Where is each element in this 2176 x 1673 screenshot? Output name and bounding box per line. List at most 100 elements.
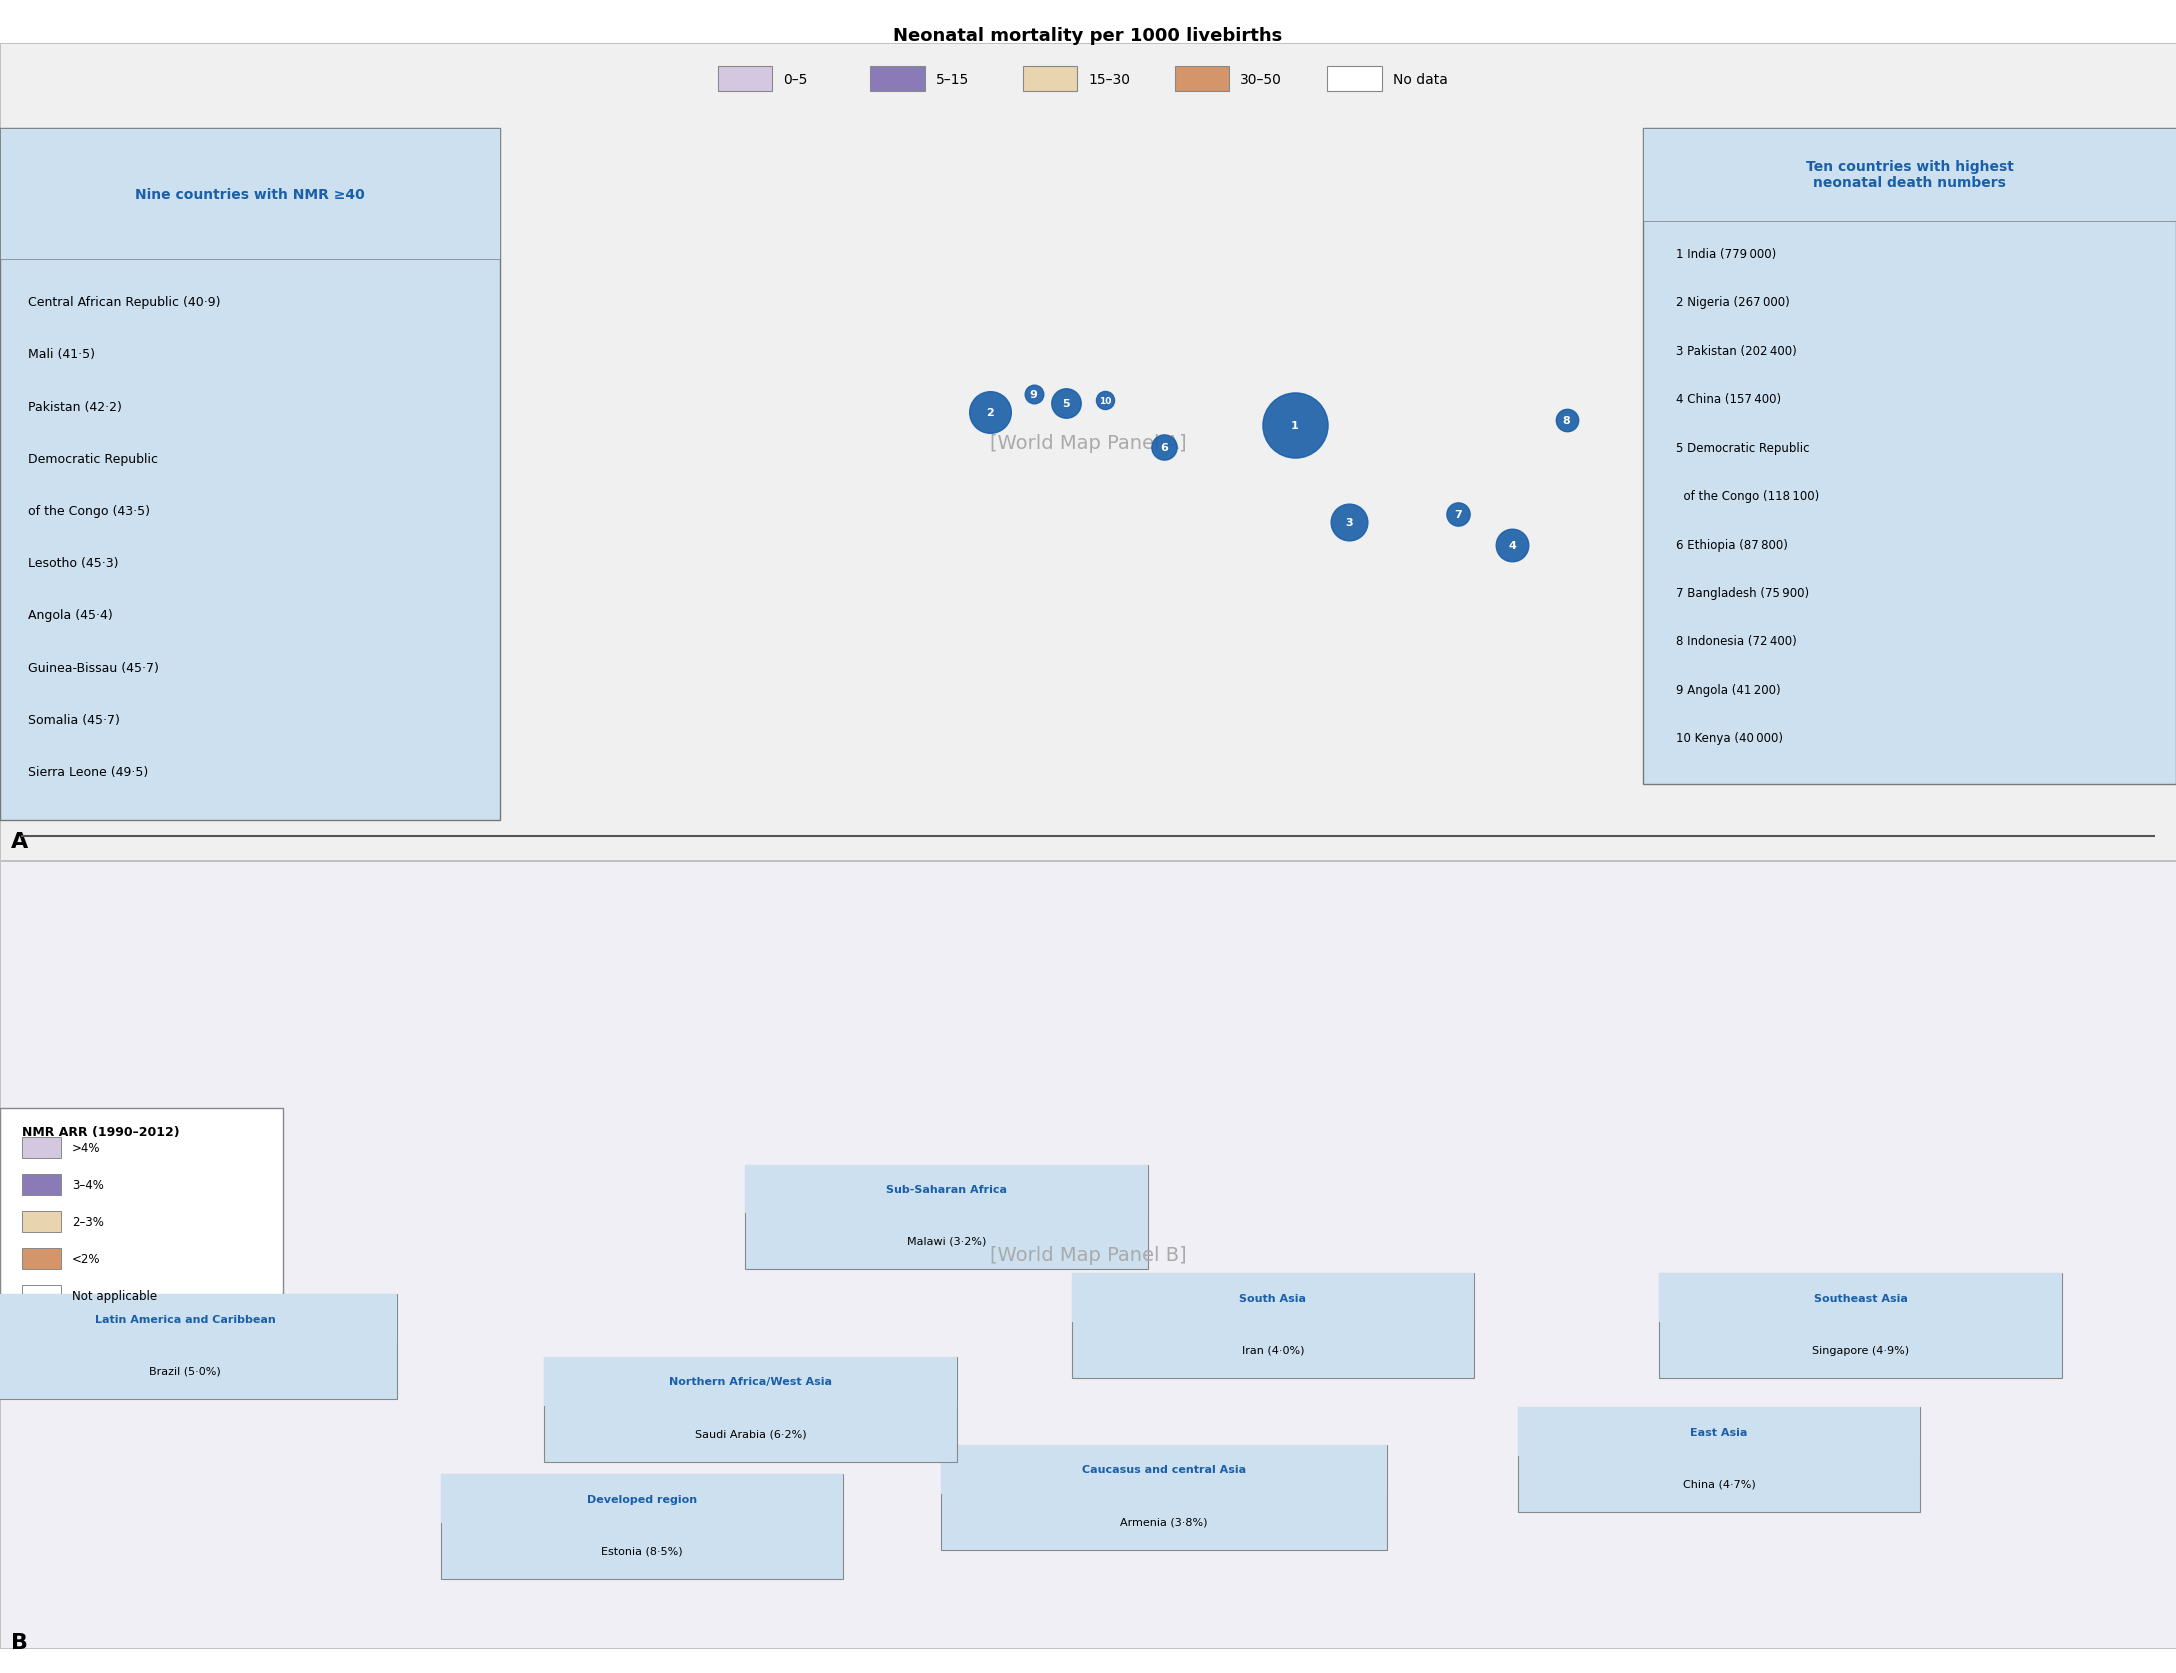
FancyBboxPatch shape: [870, 67, 925, 92]
Text: Nine countries with NMR ≥40: Nine countries with NMR ≥40: [135, 187, 366, 201]
Text: 6 Ethiopia (87 800): 6 Ethiopia (87 800): [1676, 539, 1786, 550]
Text: 30–50: 30–50: [1240, 74, 1282, 87]
Text: 3: 3: [1345, 519, 1353, 529]
FancyBboxPatch shape: [1519, 1407, 1921, 1456]
Text: B: B: [11, 1633, 28, 1653]
Text: Caucasus and central Asia: Caucasus and central Asia: [1081, 1464, 1247, 1474]
Text: 6: 6: [1160, 443, 1169, 453]
Text: Somalia (45·7): Somalia (45·7): [28, 713, 120, 726]
Text: Developed region: Developed region: [588, 1494, 696, 1504]
Point: [1147, 435, 1182, 462]
FancyBboxPatch shape: [1023, 67, 1077, 92]
Text: Angola (45·4): Angola (45·4): [28, 609, 113, 622]
Text: 4 China (157 400): 4 China (157 400): [1676, 393, 1780, 407]
FancyBboxPatch shape: [0, 129, 500, 261]
Text: Armenia (3·8%): Armenia (3·8%): [1121, 1516, 1208, 1526]
Text: Northern Africa/West Asia: Northern Africa/West Asia: [670, 1377, 831, 1387]
FancyBboxPatch shape: [940, 1445, 1388, 1549]
FancyBboxPatch shape: [1658, 1273, 2063, 1379]
FancyBboxPatch shape: [0, 1295, 398, 1343]
Text: Democratic Republic: Democratic Republic: [28, 452, 159, 465]
Point: [1441, 500, 1475, 527]
Text: Neonatal mortality per 1000 livebirths: Neonatal mortality per 1000 livebirths: [894, 27, 1282, 45]
Point: [1088, 388, 1123, 415]
Text: Mali (41·5): Mali (41·5): [28, 348, 96, 361]
FancyBboxPatch shape: [1643, 129, 2176, 221]
Text: 10: 10: [1099, 397, 1112, 405]
Text: 1 India (779 000): 1 India (779 000): [1676, 248, 1776, 261]
FancyBboxPatch shape: [1643, 129, 2176, 785]
Text: 5 Democratic Republic: 5 Democratic Republic: [1676, 442, 1808, 455]
FancyBboxPatch shape: [0, 129, 500, 820]
Text: 9 Angola (41 200): 9 Angola (41 200): [1676, 684, 1780, 696]
FancyBboxPatch shape: [0, 1295, 398, 1399]
Text: A: A: [11, 831, 28, 852]
Point: [1049, 390, 1084, 417]
FancyBboxPatch shape: [0, 1109, 283, 1352]
Text: [World Map Panel A]: [World Map Panel A]: [990, 433, 1186, 453]
Text: Brazil (5·0%): Brazil (5·0%): [150, 1365, 220, 1375]
Point: [1277, 412, 1312, 438]
Text: Singapore (4·9%): Singapore (4·9%): [1813, 1345, 1908, 1355]
Text: 5–15: 5–15: [936, 74, 968, 87]
FancyBboxPatch shape: [1658, 1273, 2063, 1322]
Text: Sub-Saharan Africa: Sub-Saharan Africa: [886, 1184, 1007, 1195]
FancyBboxPatch shape: [1071, 1273, 1475, 1322]
Text: Sierra Leone (49·5): Sierra Leone (49·5): [28, 766, 148, 778]
FancyBboxPatch shape: [22, 1174, 61, 1195]
Text: 2: 2: [986, 407, 994, 417]
FancyBboxPatch shape: [22, 1138, 61, 1159]
FancyBboxPatch shape: [1071, 1273, 1475, 1379]
Point: [1495, 532, 1530, 559]
Text: NMR ARR (1990–2012): NMR ARR (1990–2012): [22, 1126, 178, 1138]
FancyBboxPatch shape: [744, 1164, 1149, 1270]
Text: 10 Kenya (40 000): 10 Kenya (40 000): [1676, 731, 1782, 744]
FancyBboxPatch shape: [1519, 1407, 1921, 1512]
Text: 3–4%: 3–4%: [72, 1178, 104, 1191]
Text: 2–3%: 2–3%: [72, 1215, 104, 1228]
FancyBboxPatch shape: [1327, 67, 1382, 92]
Text: Southeast Asia: Southeast Asia: [1813, 1293, 1908, 1303]
Text: 2 Nigeria (267 000): 2 Nigeria (267 000): [1676, 296, 1789, 310]
FancyBboxPatch shape: [940, 1445, 1388, 1494]
Text: Latin America and Caribbean: Latin America and Caribbean: [94, 1313, 276, 1323]
Text: of the Congo (43·5): of the Congo (43·5): [28, 505, 150, 517]
FancyBboxPatch shape: [718, 67, 772, 92]
Point: [973, 398, 1007, 425]
Text: <2%: <2%: [72, 1251, 100, 1265]
Text: No data: No data: [1393, 74, 1447, 87]
Text: Iran (4·0%): Iran (4·0%): [1242, 1345, 1303, 1355]
Text: >4%: >4%: [72, 1141, 100, 1154]
Text: South Asia: South Asia: [1240, 1293, 1306, 1303]
Point: [1016, 381, 1051, 408]
FancyBboxPatch shape: [22, 1285, 61, 1305]
Text: 15–30: 15–30: [1088, 74, 1129, 87]
Text: of the Congo (118 100): of the Congo (118 100): [1676, 490, 1819, 504]
Text: 3 Pakistan (202 400): 3 Pakistan (202 400): [1676, 345, 1795, 358]
Text: Pakistan (42·2): Pakistan (42·2): [28, 400, 122, 413]
FancyBboxPatch shape: [22, 1211, 61, 1231]
Text: 0–5: 0–5: [783, 74, 807, 87]
Text: East Asia: East Asia: [1691, 1427, 1747, 1437]
FancyBboxPatch shape: [1175, 67, 1229, 92]
FancyBboxPatch shape: [440, 1474, 842, 1579]
Text: Malawi (3·2%): Malawi (3·2%): [907, 1236, 986, 1246]
Text: 8: 8: [1562, 417, 1571, 427]
Text: 7 Bangladesh (75 900): 7 Bangladesh (75 900): [1676, 587, 1808, 599]
Text: 9: 9: [1029, 390, 1038, 400]
Text: 8 Indonesia (72 400): 8 Indonesia (72 400): [1676, 636, 1795, 647]
Text: Saudi Arabia (6·2%): Saudi Arabia (6·2%): [694, 1429, 807, 1439]
FancyBboxPatch shape: [440, 1474, 842, 1522]
Text: 4: 4: [1508, 540, 1517, 550]
Point: [1332, 510, 1367, 537]
Point: [1549, 408, 1584, 435]
Text: Ten countries with highest
neonatal death numbers: Ten countries with highest neonatal deat…: [1806, 161, 2013, 191]
Text: 7: 7: [1454, 509, 1462, 519]
FancyBboxPatch shape: [744, 1164, 1149, 1213]
Text: Lesotho (45·3): Lesotho (45·3): [28, 557, 120, 570]
FancyBboxPatch shape: [544, 1357, 957, 1405]
Text: Estonia (8·5%): Estonia (8·5%): [601, 1546, 683, 1556]
FancyBboxPatch shape: [544, 1357, 957, 1462]
Text: [World Map Panel B]: [World Map Panel B]: [990, 1245, 1186, 1265]
Text: 1: 1: [1290, 420, 1299, 430]
